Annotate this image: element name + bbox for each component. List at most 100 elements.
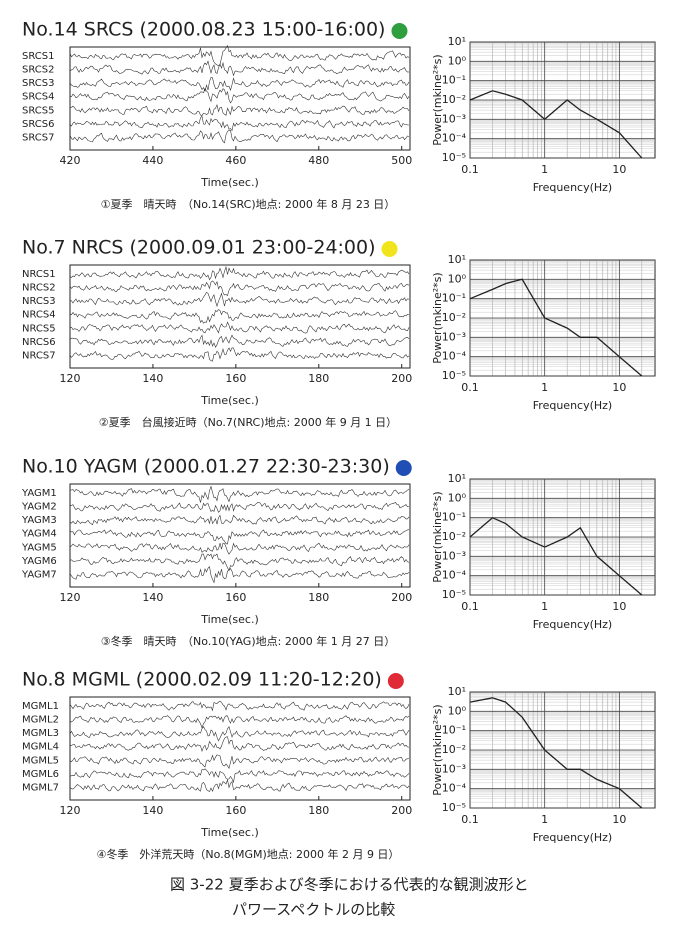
x-tick-label: 160 — [225, 804, 246, 817]
x-tick-label: 1 — [541, 163, 548, 176]
waveform-trace — [69, 715, 410, 729]
panel-title: No.10 YAGM (2000.01.27 22:30-23:30) — [22, 456, 390, 478]
waveform-trace — [69, 334, 410, 348]
y-axis-label: Power(mkine²*s) — [431, 491, 444, 582]
x-tick-label: 0.1 — [461, 163, 479, 176]
waveform-trace — [69, 768, 410, 784]
x-tick-label: 0.1 — [461, 600, 479, 613]
waveform-trace — [70, 501, 410, 513]
x-axis-label: Time(sec.) — [200, 613, 259, 626]
x-tick-label: 200 — [391, 372, 412, 385]
x-tick-label: 1 — [541, 600, 548, 613]
panel-title: No.8 MGML (2000.02.09 11:20-12:20) — [22, 669, 382, 691]
waveform-trace — [69, 778, 410, 793]
channel-label: MGML3 — [22, 728, 59, 739]
status-dot — [391, 23, 408, 39]
x-tick-label: 180 — [308, 804, 329, 817]
x-tick-label: 160 — [225, 372, 246, 385]
channel-label: NRCS1 — [22, 269, 56, 280]
waveform-trace — [69, 726, 410, 742]
x-tick-label: 10 — [612, 163, 626, 176]
y-tick-label: 10⁰ — [448, 272, 467, 285]
channel-label: MGML6 — [22, 769, 59, 780]
y-tick-label: 10⁻⁵ — [442, 151, 466, 164]
channel-label: MGML7 — [22, 782, 59, 793]
channel-label: SRCS3 — [22, 78, 55, 89]
waveform-trace — [70, 736, 410, 753]
status-dot — [395, 460, 412, 476]
channel-label: NRCS5 — [22, 323, 56, 334]
y-axis-label: Power(mkine²*s) — [431, 54, 444, 145]
y-tick-label: 10⁻³ — [442, 549, 466, 562]
y-tick-label: 10⁻² — [442, 311, 466, 324]
x-tick-label: 10 — [612, 813, 626, 826]
x-axis-label: Frequency(Hz) — [533, 181, 612, 194]
y-tick-label: 10⁻⁴ — [442, 350, 467, 363]
x-tick-label: 1 — [541, 813, 548, 826]
spectrum-line — [469, 697, 643, 809]
x-axis-label: Time(sec.) — [200, 826, 259, 839]
x-tick-label: 160 — [225, 591, 246, 604]
waveform-trace — [69, 553, 410, 572]
channel-label: SRCS2 — [22, 65, 55, 76]
channel-label: NRCS3 — [22, 296, 56, 307]
y-tick-label: 10¹ — [448, 253, 466, 266]
waveform-trace — [69, 103, 410, 116]
waveform-trace — [69, 566, 410, 584]
y-tick-label: 10⁻³ — [442, 762, 466, 775]
panel-caption: ②夏季 台風接近時（No.7(NRC)地点: 2000 年 9 月 1 日） — [99, 415, 397, 429]
x-tick-label: 480 — [308, 154, 329, 167]
channel-label: YAGM5 — [21, 542, 57, 553]
x-axis-label: Time(sec.) — [200, 176, 259, 189]
waveform-trace — [69, 115, 410, 132]
y-tick-label: 10⁻⁵ — [442, 369, 466, 382]
waveform-trace — [69, 347, 410, 362]
x-tick-label: 460 — [225, 154, 246, 167]
waveform-trace — [69, 280, 410, 297]
x-tick-label: 10 — [612, 381, 626, 394]
x-tick-label: 200 — [391, 804, 412, 817]
x-tick-label: 180 — [308, 591, 329, 604]
x-axis-label: Frequency(Hz) — [533, 618, 612, 631]
channel-label: SRCS6 — [22, 119, 55, 130]
y-tick-label: 10¹ — [448, 35, 466, 48]
waveform-frame — [69, 696, 411, 801]
x-tick-label: 0.1 — [461, 381, 479, 394]
y-tick-label: 10⁻² — [442, 530, 466, 543]
y-tick-label: 10¹ — [448, 685, 466, 698]
waveform-trace — [69, 77, 410, 93]
x-tick-label: 440 — [142, 154, 163, 167]
x-tick-label: 10 — [612, 600, 626, 613]
waveform-trace — [69, 754, 410, 769]
y-axis-label: Power(mkine²*s) — [431, 704, 444, 795]
channel-label: YAGM7 — [21, 569, 57, 580]
channel-label: NRCS7 — [22, 350, 56, 361]
channel-label: MGML5 — [22, 755, 59, 766]
waveform-frame — [69, 264, 411, 369]
channel-label: YAGM2 — [21, 502, 57, 513]
y-tick-label: 10⁻⁴ — [442, 782, 467, 795]
y-tick-label: 10⁻² — [442, 93, 466, 106]
x-axis-label: Time(sec.) — [200, 394, 259, 407]
channel-label: SRCS1 — [22, 51, 55, 62]
x-tick-label: 140 — [142, 804, 163, 817]
channel-label: YAGM4 — [21, 529, 57, 540]
x-tick-label: 420 — [60, 154, 81, 167]
waveform-trace — [69, 514, 410, 526]
y-tick-label: 10⁻⁴ — [442, 569, 467, 582]
y-tick-label: 10⁻³ — [442, 330, 466, 343]
waveform-trace — [69, 321, 410, 334]
x-axis-label: Frequency(Hz) — [533, 831, 612, 844]
y-tick-label: 10⁻⁵ — [442, 588, 466, 601]
spectrum-line — [469, 90, 643, 159]
status-dot — [381, 241, 398, 257]
waveform-trace — [69, 529, 410, 545]
spectrum-line — [469, 278, 643, 377]
y-tick-label: 10⁻⁵ — [442, 801, 466, 814]
panel-title: No.14 SRCS (2000.08.23 15:00-16:00) — [22, 19, 385, 41]
y-tick-label: 10⁻¹ — [442, 74, 466, 87]
y-axis-label: Power(mkine²*s) — [431, 272, 444, 363]
x-tick-label: 1 — [541, 381, 548, 394]
waveform-trace — [69, 485, 410, 503]
